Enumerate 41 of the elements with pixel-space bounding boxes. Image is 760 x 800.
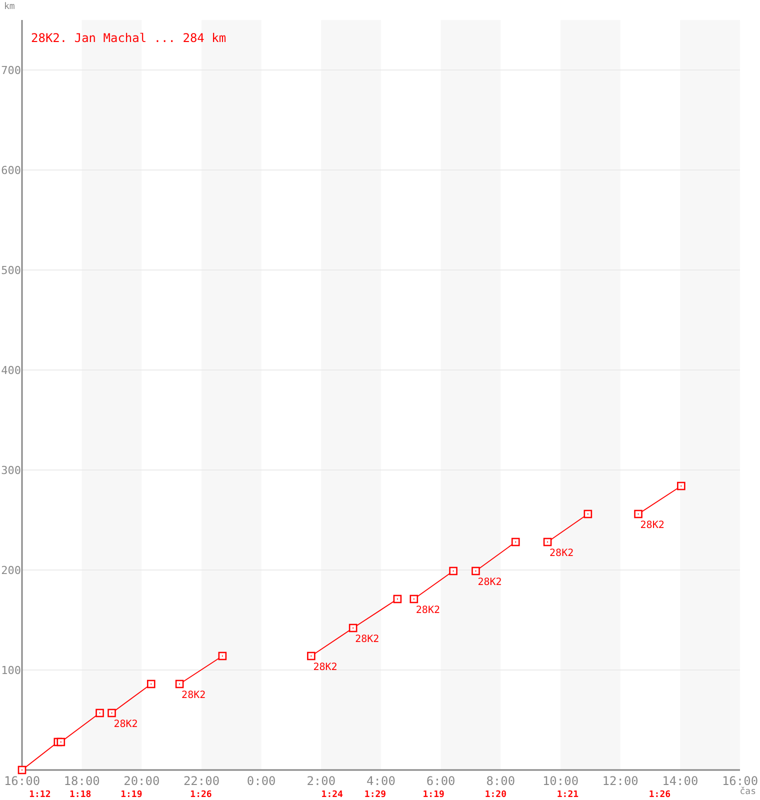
text: 1:29 — [364, 790, 386, 800]
x-tick-label: 2:00 — [306, 774, 336, 788]
text: 28K2. Jan Machal ... 284 km — [31, 31, 226, 45]
x-tick-label: 16:00 — [722, 774, 758, 788]
y-tick-label: 500 — [1, 264, 21, 277]
y-tick-label: 400 — [1, 364, 21, 377]
annotation: 28K2 — [416, 605, 440, 616]
text: 1:19 — [120, 790, 142, 800]
annotation: 28K2 — [114, 719, 138, 730]
annotation: 28K2 — [640, 520, 664, 531]
text: 1:19 — [422, 790, 444, 800]
text: 1:26 — [648, 790, 671, 800]
annotation: 28K2 — [182, 690, 206, 701]
y-tick-label: 300 — [1, 464, 21, 477]
text: 1:21 — [556, 790, 579, 800]
annotation: 28K2 — [313, 662, 338, 673]
annotation: 28K2 — [355, 634, 380, 645]
x-tick-label: 6:00 — [426, 774, 456, 788]
text: 1:18 — [69, 790, 92, 800]
text: 1:24 — [321, 790, 344, 800]
y-tick-label: 200 — [1, 564, 21, 577]
x-tick-label: 16:00 — [4, 774, 40, 788]
y-tick-label: 600 — [1, 164, 21, 177]
x-tick-label: 0:00 — [246, 774, 276, 788]
x-tick-label: 12:00 — [602, 774, 638, 788]
text: 1:20 — [484, 790, 507, 800]
y-tick-label: 700 — [1, 64, 21, 77]
x-tick-label: 8:00 — [486, 774, 516, 788]
y-tick-label: 100 — [1, 664, 21, 677]
y-axis-title: km — [4, 2, 15, 12]
annotation: 28K2 — [478, 577, 502, 588]
x-tick-label: 22:00 — [183, 774, 220, 788]
text: 1:26 — [190, 790, 212, 800]
x-tick-label: 18:00 — [64, 774, 100, 788]
x-tick-label: 10:00 — [542, 774, 579, 788]
x-tick-label: 14:00 — [662, 774, 698, 788]
x-tick-label: 4:00 — [366, 774, 396, 788]
x-tick-label: 20:00 — [124, 774, 160, 788]
x-axis-title: čas — [740, 786, 756, 797]
text: 1:12 — [29, 790, 51, 800]
annotation: 28K2 — [550, 548, 574, 559]
